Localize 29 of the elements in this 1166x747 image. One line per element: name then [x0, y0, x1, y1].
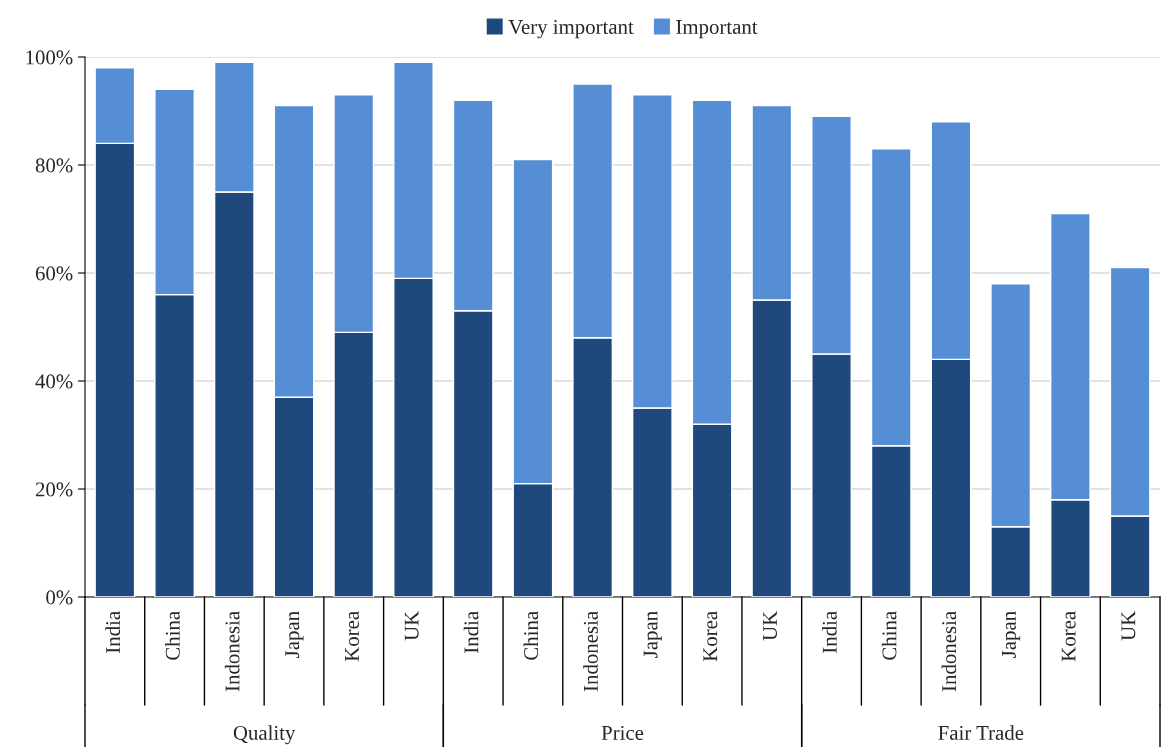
legend-label: Very important: [508, 19, 634, 39]
text: Price: [601, 725, 644, 740]
x-tick-label: Indonesia: [224, 611, 240, 692]
x-tick-label: Japan: [1002, 611, 1021, 658]
y-tick-label: 60%: [35, 266, 73, 281]
x-tick-label: Korea: [703, 611, 718, 662]
x-tick-label: India: [822, 611, 837, 653]
legend-label: Important: [676, 20, 758, 39]
x-tick-label: UK: [1121, 611, 1136, 641]
y-tick-label: 40%: [35, 374, 73, 389]
y-tick-label: 0%: [46, 590, 73, 605]
y-tick-label: 20%: [35, 482, 73, 497]
y-tick-label: 100%: [26, 50, 73, 65]
x-tick-label: India: [463, 611, 479, 653]
x-tick-label: Indonesia: [583, 611, 598, 692]
x-tick-label: Japan: [643, 611, 662, 658]
text: Quality: [233, 725, 296, 745]
x-tick-label: UK: [404, 611, 419, 641]
y-tick-label: 80%: [35, 158, 73, 173]
x-tick-label: China: [165, 611, 180, 660]
x-tick-label: China: [523, 611, 539, 660]
x-tick-label: UK: [763, 611, 778, 641]
x-tick-label: India: [105, 611, 121, 653]
x-tick-label: Korea: [345, 611, 359, 662]
text: Fair Trade: [938, 725, 1024, 740]
x-tick-label: Indonesia: [941, 611, 957, 692]
x-tick-label: Japan: [285, 611, 304, 658]
x-tick-label: Korea: [1061, 611, 1076, 662]
x-tick-label: China: [881, 611, 897, 660]
